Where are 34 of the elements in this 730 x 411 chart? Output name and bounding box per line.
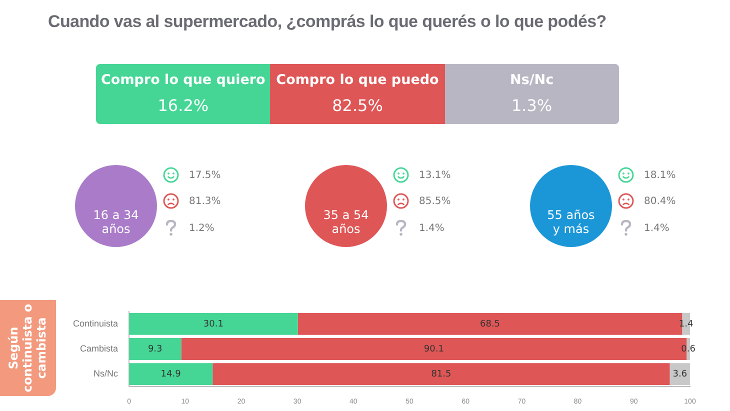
data-label: 18.1% [644,170,676,180]
data-label: 80.4% [644,196,676,206]
data-label: 3.6 [672,369,688,380]
y-axis-title: Según continuista o cambista [6,302,49,394]
data-label: 1.4% [644,222,670,234]
category-label: 16 a 34 años [75,165,157,247]
bar [129,312,298,335]
data-label: 13.1% [419,170,451,180]
category-label: Compro lo que puedo [275,72,440,88]
data-label: 81.5 [431,369,452,380]
data-label: 30.1 [203,319,224,330]
bar [212,363,670,386]
bar [129,363,213,386]
category-label: Ns/Nc [509,72,555,88]
y-tick-label: Continuista [72,318,118,328]
data-label: 85.5% [419,196,451,206]
data-label: 81.3% [189,196,221,206]
data-label: 1.4% [419,222,444,234]
data-label: 68.5 [480,319,500,330]
data-label: 16.2% [156,96,210,115]
data-label: 14.9 [160,369,182,380]
data-label: 90.1 [424,344,444,354]
data-label: 17.5% [189,170,221,180]
data-label: 1.3% [510,96,554,115]
y-tick-label: Cambista [80,343,118,354]
text: Cuando vas al supermercado, ¿comprás lo que querés o lo que podés? [48,12,606,32]
category-label: Compro lo que quiero [100,72,266,88]
data-label: 1.2% [189,222,214,234]
y-tick-label: Ns/Nc [94,368,119,379]
data-label: 82.5% [331,96,384,115]
category-label: 55 años y más [530,165,612,247]
bar [129,338,182,360]
category-label: 35 a 54 años [305,165,387,247]
data-label: 9.3 [148,344,162,354]
